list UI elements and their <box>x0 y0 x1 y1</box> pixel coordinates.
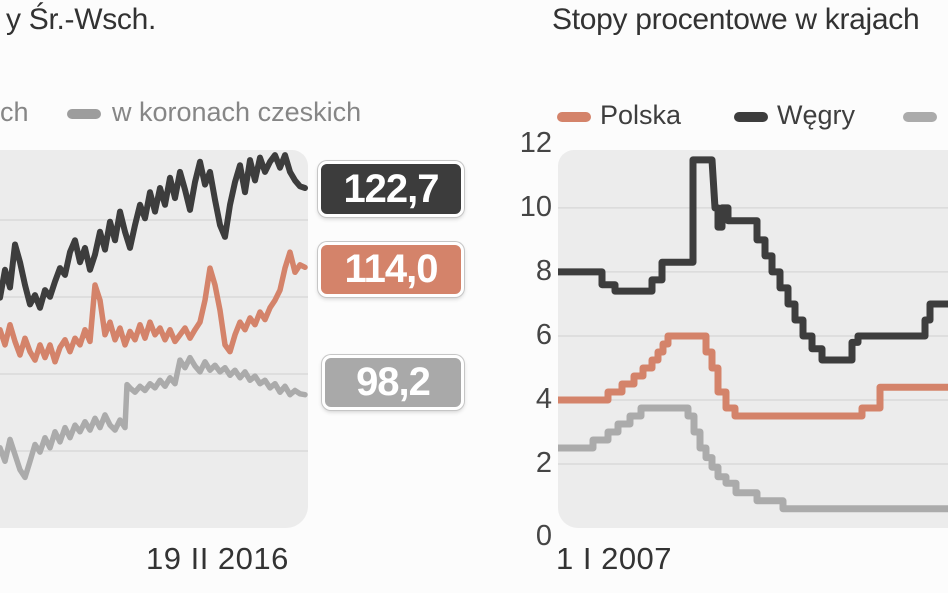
y-tick-label: 0 <box>535 520 552 552</box>
left-plot-area <box>0 150 308 528</box>
left-legend-label-koruna: w koronach czeskich <box>112 97 362 127</box>
y-tick-label: 8 <box>535 254 552 287</box>
y-tick-label: 2 <box>535 446 552 479</box>
value-badge-text: 98,2 <box>356 360 431 404</box>
y-tick-label: 6 <box>535 318 552 351</box>
left-legend-cropped-label: ch <box>0 97 29 127</box>
series-line <box>0 354 308 481</box>
series-line <box>558 156 948 364</box>
legend-marker-wegry-icon <box>734 112 768 122</box>
y-tick-label: 10 <box>519 190 552 223</box>
series-line <box>558 332 948 420</box>
series-line <box>0 249 308 365</box>
legend-marker-third-series-icon <box>903 112 937 122</box>
y-tick-label: 12 <box>519 126 552 159</box>
left-chart-title: y Śr.-Wsch. <box>6 3 157 36</box>
legend-marker-koruna-icon <box>67 109 101 119</box>
value-badge-salmon-series: 114,0 <box>318 242 464 297</box>
value-badge-text: 122,7 <box>343 166 439 211</box>
legend-marker-polska-icon <box>557 112 591 122</box>
value-badge-text: 114,0 <box>344 247 439 291</box>
right-chart-title: Stopy procentowe w krajach <box>552 3 920 36</box>
value-badge-gray-series: 98,2 <box>322 355 464 410</box>
right-legend-label-wegry: Węgry <box>777 100 856 130</box>
left-xaxis-date-label: 19 II 2016 <box>146 541 289 576</box>
right-legend-label-polska: Polska <box>600 100 682 130</box>
right-plot-area <box>558 150 948 528</box>
right-xaxis-date-label: 1 I 2007 <box>556 541 673 576</box>
series-line <box>558 404 948 513</box>
series-line <box>0 152 308 311</box>
y-tick-label: 4 <box>535 382 552 415</box>
value-badge-dark-series: 122,7 <box>318 161 464 217</box>
